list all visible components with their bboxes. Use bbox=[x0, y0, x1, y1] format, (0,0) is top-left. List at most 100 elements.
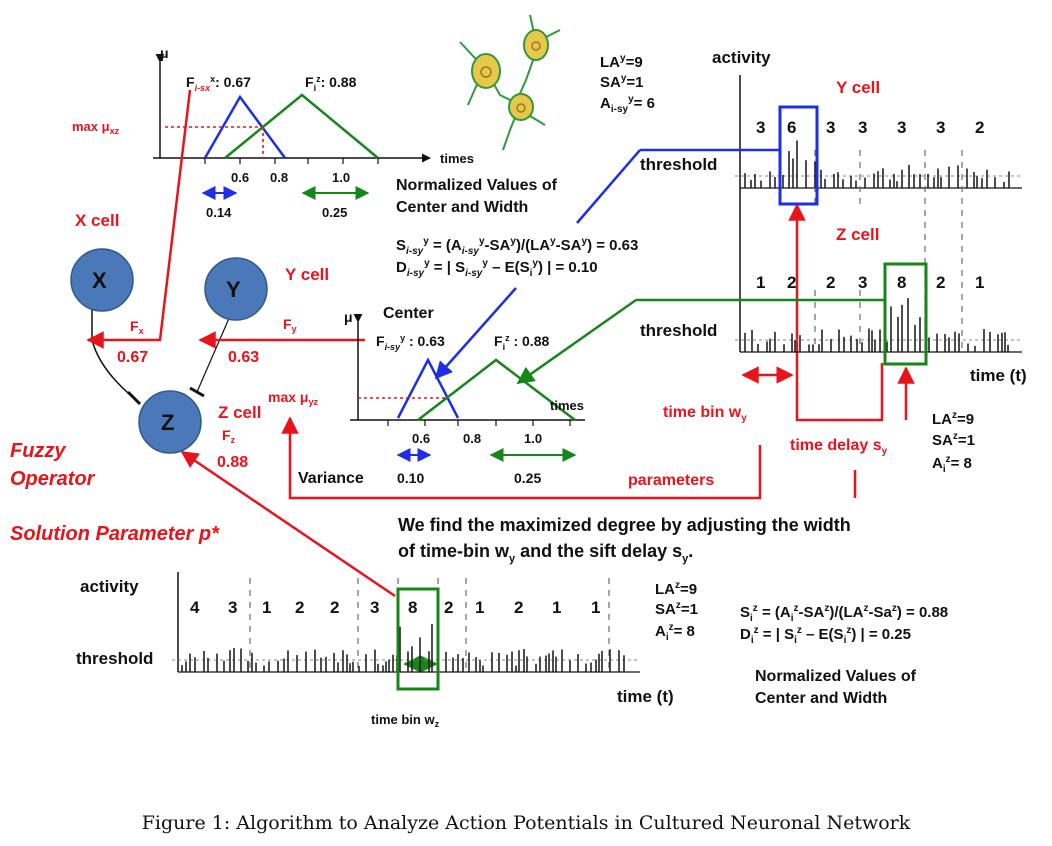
y-count-3: 3 bbox=[858, 118, 867, 137]
bottom-highlight-bin bbox=[396, 587, 440, 691]
b-count-8: 1 bbox=[475, 598, 484, 617]
time-bin-z-label: time bin wz bbox=[371, 712, 440, 729]
figure-caption: Figure 1: Algorithm to Analyze Action Po… bbox=[141, 812, 911, 834]
y-formulas: Si-syy = (Ai-syy-SAy)/(LAy-SAy) = 0.63 D… bbox=[396, 236, 638, 279]
z-count-3: 3 bbox=[858, 273, 867, 292]
top-membership-chart: μ times Fi-sxx: 0.67 Fiz: 0.88 max μxz 0… bbox=[72, 45, 474, 220]
fuzzy-label-2: Operator bbox=[10, 468, 96, 490]
fz-value: 0.88 bbox=[217, 454, 248, 471]
b-count-5: 3 bbox=[370, 598, 379, 617]
red-connectors bbox=[86, 89, 915, 673]
z-count-0: 1 bbox=[756, 273, 765, 292]
top-blue-width: 0.14 bbox=[206, 205, 232, 220]
top-tick-0: 0.6 bbox=[231, 170, 249, 185]
fz-label: Fz bbox=[222, 427, 236, 445]
statement-text: We find the maximized degree by adjustin… bbox=[398, 515, 851, 565]
bottom-spike-panel: activity threshold time (t) 4 3 1 2 2 3 … bbox=[76, 572, 674, 729]
svg-text:Normalized Values of: Normalized Values of bbox=[396, 177, 558, 194]
z-center-formula: Siz = (Aiz-SAz)/(LAz-Saz) = 0.88 bbox=[740, 603, 948, 624]
time-delay-label: time delay sy bbox=[790, 437, 888, 457]
x-node-letter: X bbox=[92, 268, 107, 293]
time-bin-y-label: time bin wy bbox=[663, 404, 747, 424]
svg-text:Center and Width: Center and Width bbox=[755, 690, 887, 707]
b-count-1: 3 bbox=[228, 598, 237, 617]
y-width-formula: Di-syy = | Si-syy – E(Siy) | = 0.10 bbox=[396, 258, 598, 279]
network-nodes: X Y Z X cell Y cell Z cell bbox=[70, 211, 329, 454]
b-count-9: 2 bbox=[514, 598, 523, 617]
right-spike-panels: activity Y cell Z cell threshold thresho… bbox=[434, 48, 1027, 489]
mid-max-mu-label: max μyz bbox=[268, 389, 318, 407]
top-f-right-label: Fiz: 0.88 bbox=[305, 74, 357, 93]
top-tick-1: 0.8 bbox=[270, 170, 288, 185]
y-a: Ai-syy= 6 bbox=[600, 94, 655, 115]
fy-value: 0.63 bbox=[228, 349, 259, 366]
y-threshold-label: threshold bbox=[640, 155, 717, 174]
fx-value: 0.67 bbox=[117, 349, 148, 366]
svg-text:Aiz= 8: Aiz= 8 bbox=[655, 622, 695, 643]
neuron-cells-illustration bbox=[459, 14, 561, 151]
top-axis-label: times bbox=[440, 151, 474, 166]
right-z-cell-label: Z cell bbox=[836, 225, 879, 244]
top-green-triangle bbox=[224, 93, 379, 159]
svg-text:μ: μ bbox=[344, 309, 353, 325]
z-threshold-label: threshold bbox=[640, 321, 717, 340]
top-green-width: 0.25 bbox=[322, 205, 347, 220]
z-count-4: 8 bbox=[897, 273, 906, 292]
y-count-6: 2 bbox=[975, 118, 984, 137]
bottom-activity-label: activity bbox=[80, 577, 139, 596]
b-count-4: 2 bbox=[330, 598, 339, 617]
y-count-4: 3 bbox=[897, 118, 906, 137]
b-count-6: 8 bbox=[408, 598, 417, 617]
bottom-threshold-label: threshold bbox=[76, 649, 153, 668]
svg-text:of time-bin wy and the sift de: of time-bin wy and the sift delay sy. bbox=[398, 541, 693, 565]
svg-text:SAz=1: SAz=1 bbox=[655, 600, 698, 618]
z-node-letter: Z bbox=[161, 410, 174, 435]
z-formulas: Siz = (Aiz-SAz)/(LAz-Saz) = 0.88 Diz = |… bbox=[740, 603, 948, 646]
y-count-5: 3 bbox=[936, 118, 945, 137]
right-y-cell-label: Y cell bbox=[836, 78, 880, 97]
b-count-2: 1 bbox=[262, 598, 271, 617]
b-count-0: 4 bbox=[190, 598, 200, 617]
bottom-time-label: time (t) bbox=[617, 687, 674, 706]
z-highlight-bin bbox=[883, 262, 928, 366]
y-spike-train bbox=[744, 140, 1010, 188]
svg-text:LAz=9: LAz=9 bbox=[655, 580, 697, 598]
parameters-label: parameters bbox=[628, 472, 714, 489]
svg-text:0.6: 0.6 bbox=[412, 431, 430, 446]
svg-text:0.8: 0.8 bbox=[463, 431, 481, 446]
fy-label: Fy bbox=[283, 316, 297, 334]
normalized-values-title: Normalized Values of Center and Width bbox=[396, 177, 558, 216]
fuzzy-label-1: Fuzzy bbox=[10, 440, 66, 462]
x-cell-node bbox=[70, 248, 134, 312]
svg-text:Normalized Values of: Normalized Values of bbox=[755, 668, 917, 685]
variance-label: Variance bbox=[298, 470, 364, 487]
z-spike-train bbox=[744, 298, 1009, 352]
y-highlight-bin bbox=[778, 105, 819, 206]
top-blue-triangle bbox=[203, 94, 287, 159]
y-node-letter: Y bbox=[226, 277, 241, 302]
y-sa: SAy=1 bbox=[600, 73, 644, 91]
top-f-left-label: Fi-sxx: 0.67 bbox=[186, 74, 251, 93]
bottom-spike-train bbox=[181, 623, 625, 672]
x-cell-label: X cell bbox=[75, 211, 119, 230]
b-count-10: 1 bbox=[552, 598, 561, 617]
svg-text:Aiz= 8: Aiz= 8 bbox=[932, 454, 972, 475]
svg-text:times: times bbox=[550, 398, 584, 413]
right-time-label: time (t) bbox=[970, 366, 1027, 385]
svg-text:SAz=1: SAz=1 bbox=[932, 431, 975, 449]
z-width-formula: Diz = | Siz – E(Siz) | = 0.25 bbox=[740, 625, 911, 646]
mid-f-left-label: Fi-syy : 0.63 bbox=[376, 333, 445, 352]
right-activity-label: activity bbox=[712, 48, 771, 67]
y-cell-label: Y cell bbox=[285, 265, 329, 284]
z-count-6: 1 bbox=[975, 273, 984, 292]
svg-text:Center and Width: Center and Width bbox=[396, 199, 528, 216]
top-max-mu-label: max μxz bbox=[72, 119, 120, 136]
top-tick-2: 1.0 bbox=[332, 170, 350, 185]
svg-text:LAz=9: LAz=9 bbox=[932, 410, 974, 428]
top-mu-label: μ bbox=[160, 45, 169, 61]
svg-text:0.10: 0.10 bbox=[397, 470, 424, 486]
z-count-1: 2 bbox=[787, 273, 796, 292]
y-count-1: 6 bbox=[787, 118, 796, 137]
svg-text:We find the maximized degree b: We find the maximized degree by adjustin… bbox=[398, 515, 851, 535]
